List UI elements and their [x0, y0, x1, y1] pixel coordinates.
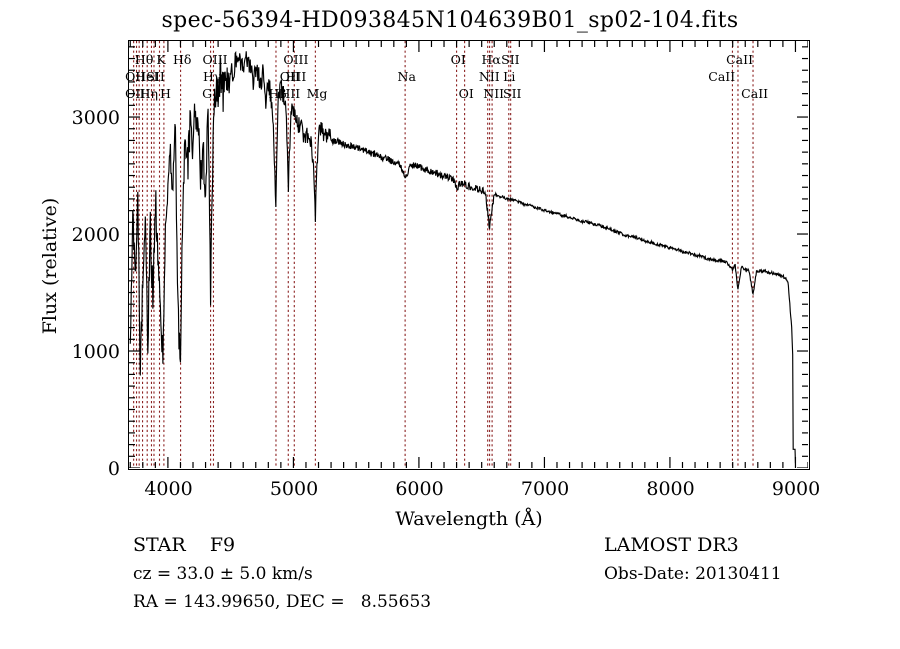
y-axis-title: Flux (relative) [39, 197, 61, 335]
line-id-label: Hγ [202, 69, 222, 84]
spectrum-trace [129, 50, 797, 464]
line-id-label: SII [501, 52, 520, 67]
line-id-label: Hδ [172, 52, 192, 67]
line-id-label: G [202, 86, 213, 101]
line-id-label: Na [397, 69, 416, 84]
line-id-label: OI [458, 86, 474, 101]
x-axis-title: Wavelength (Å) [395, 508, 543, 530]
x-tick-label: 5000 [269, 478, 319, 500]
x-axis-tick-labels: 4000 5000 6000 7000 8000 9000 [128, 478, 820, 504]
redshift-line: cz = 33.0 ± 5.0 km/s [133, 564, 313, 584]
y-axis-tick-labels: 0 1000 2000 3000 [28, 40, 120, 480]
x-major-ticks [129, 457, 808, 468]
line-id-label: OII [125, 69, 146, 84]
x-tick-label: 8000 [646, 478, 695, 500]
line-id-label: CaII [741, 86, 769, 101]
line-id-label: HII [285, 69, 307, 84]
line-id-label: HeI [135, 69, 159, 84]
coordinates-line: RA = 143.99650, DEC = 8.55653 [133, 592, 432, 612]
y-tick-label: 1000 [71, 340, 120, 363]
y-tick-label: 3000 [71, 106, 120, 129]
line-id-label: OII [279, 69, 300, 84]
x-tick-label: 6000 [395, 478, 444, 500]
line-id-label: Mg [306, 86, 328, 101]
line-id-label: NII [478, 69, 500, 84]
x-minor-ticks [129, 41, 808, 52]
line-id-label: OIII [202, 52, 228, 67]
footer-right-block: LAMOST DR3 Obs-Date: 20130411 [604, 534, 782, 592]
obs-date: Obs-Date: 20130411 [604, 564, 782, 584]
plot-area [129, 41, 809, 469]
line-id-label: NII [483, 86, 505, 101]
line-id-label: Hθ [134, 52, 154, 67]
x-tick-label: 4000 [144, 478, 193, 500]
x-tick-label: 7000 [520, 478, 570, 500]
line-id-label: OI [450, 52, 466, 67]
page-title: spec-56394-HD093845N104639B01_sp02-104.f… [161, 8, 739, 33]
line-id-label: H [160, 86, 171, 101]
spectrum-canvas [129, 41, 808, 468]
star-class-line: STAR F9 [133, 534, 236, 556]
y-major-ticks [129, 46, 140, 468]
line-id-label: CaII [726, 52, 754, 67]
line-id-label: HII [279, 86, 301, 101]
footer-left-block: STAR F9 cz = 33.0 ± 5.0 km/s RA = 143.99… [133, 534, 431, 620]
line-id-label: OII [125, 86, 146, 101]
line-id-label: CaII [708, 69, 736, 84]
line-id-label: K [156, 52, 166, 67]
line-id-label: Li [503, 69, 516, 84]
line-id-label: OIII [283, 52, 309, 67]
line-id-label: Hη [139, 86, 158, 101]
y-minor-ticks [797, 46, 808, 468]
line-id-label: SII [146, 69, 165, 84]
y-tick-label: 0 [107, 457, 120, 480]
x-tick-label: 9000 [771, 478, 821, 500]
line-id-label: Hβ [268, 86, 287, 101]
line-marker-group [133, 41, 754, 468]
line-id-label: Hα [481, 52, 501, 67]
line-id-label: SII [503, 86, 522, 101]
survey-name: LAMOST DR3 [604, 534, 739, 556]
plot-frame: Hθ K Hδ OIII OIII OI Hα SII CaII OII HeI SII Hγ OII HI… [125, 40, 810, 470]
y-tick-label: 2000 [71, 223, 120, 246]
